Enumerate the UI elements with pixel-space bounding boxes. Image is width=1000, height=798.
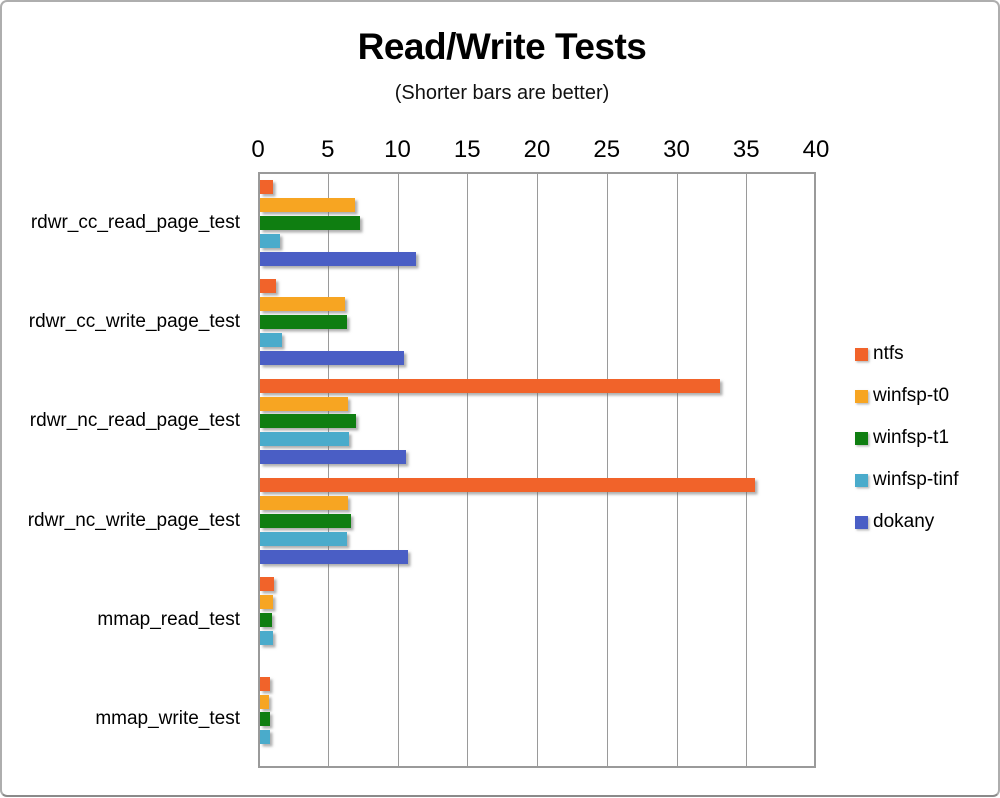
x-tick-label: 25 (593, 136, 621, 163)
bar-dokany-rdwr_cc_read_page_test (260, 251, 417, 266)
category-label-rdwr_nc_write_page_test: rdwr_nc_write_page_test (27, 509, 240, 531)
legend-item-dokany: dokany (855, 511, 959, 533)
legend-label-winfsp-t0: winfsp-t0 (873, 385, 950, 406)
gridline (467, 172, 469, 768)
legend-swatch-ntfs (855, 347, 868, 361)
bar-winfsp-t1-mmap_read_test (260, 613, 272, 628)
gridline (746, 172, 748, 768)
gridline (397, 172, 399, 768)
plot-border (814, 172, 816, 768)
x-tick-label: 5 (321, 136, 335, 163)
bar-winfsp-tinf-rdwr_cc_read_page_test (260, 233, 281, 248)
legend-label-winfsp-t1: winfsp-t1 (873, 427, 950, 448)
bar-dokany-rdwr_nc_write_page_test (260, 549, 408, 564)
legend-item-winfsp-t1: winfsp-t1 (855, 427, 959, 449)
bar-winfsp-t1-rdwr_cc_write_page_test (260, 315, 348, 330)
category-label-rdwr_cc_write_page_test: rdwr_cc_write_page_test (28, 311, 240, 333)
bar-winfsp-tinf-rdwr_nc_write_page_test (260, 531, 348, 546)
legend-label-winfsp-tinf: winfsp-tinf (873, 469, 959, 490)
gridline (676, 172, 678, 768)
legend-label-ntfs: ntfs (873, 343, 904, 364)
x-tick-label: 20 (523, 136, 551, 163)
bar-winfsp-t0-rdwr_nc_write_page_test (260, 495, 348, 510)
category-label-rdwr_cc_read_page_test: rdwr_cc_read_page_test (30, 211, 240, 233)
bar-winfsp-t0-rdwr_cc_read_page_test (260, 197, 355, 212)
bar-ntfs-mmap_write_test (260, 676, 270, 691)
legend-swatch-dokany (855, 515, 868, 529)
bar-winfsp-t0-mmap_write_test (260, 694, 270, 709)
legend-item-ntfs: ntfs (855, 343, 959, 365)
plot-border (258, 172, 260, 768)
x-tick-label: 15 (453, 136, 481, 163)
bar-winfsp-t1-mmap_write_test (260, 712, 270, 727)
legend-swatch-winfsp-t0 (855, 389, 868, 403)
bar-winfsp-t0-rdwr_cc_write_page_test (260, 297, 346, 312)
bar-dokany-rdwr_cc_write_page_test (260, 350, 404, 365)
plot-area (258, 172, 816, 768)
legend-label-dokany: dokany (873, 511, 935, 532)
bar-winfsp-t1-rdwr_cc_read_page_test (260, 215, 361, 230)
x-tick-label: 30 (663, 136, 690, 163)
x-tick-label: 10 (384, 136, 411, 163)
legend-swatch-winfsp-t1 (855, 431, 868, 445)
category-label-rdwr_nc_read_page_test: rdwr_nc_read_page_test (29, 410, 240, 432)
x-tick-label: 0 (251, 136, 265, 163)
bar-ntfs-rdwr_cc_read_page_test (260, 180, 273, 194)
x-tick-label: 35 (732, 136, 760, 163)
legend: ntfs winfsp-t0 winfsp-t1 winfsp-tinf dokany (855, 343, 959, 553)
category-label-mmap_write_test: mmap_write_test (95, 708, 240, 730)
legend-item-winfsp-tinf: winfsp-tinf (855, 469, 959, 491)
gridline (606, 172, 608, 768)
bar-winfsp-tinf-rdwr_cc_write_page_test (260, 333, 283, 348)
bar-winfsp-t1-rdwr_nc_read_page_test (260, 414, 357, 429)
gridline (537, 172, 538, 768)
chart-subtitle: (Shorter bars are better) (394, 82, 610, 104)
legend-item-winfsp-t0: winfsp-t0 (855, 385, 959, 407)
bar-winfsp-tinf-mmap_read_test (260, 631, 274, 646)
bar-winfsp-t1-rdwr_nc_write_page_test (260, 513, 351, 528)
gridline (327, 172, 329, 768)
bar-winfsp-t0-mmap_read_test (260, 595, 274, 610)
bar-ntfs-rdwr_nc_read_page_test (260, 378, 721, 393)
bar-dokany-rdwr_nc_read_page_test (260, 450, 407, 465)
bar-winfsp-t0-rdwr_nc_read_page_test (260, 396, 348, 411)
bar-winfsp-tinf-rdwr_nc_read_page_test (260, 432, 350, 447)
category-label-mmap_read_test: mmap_read_test (97, 609, 240, 631)
x-tick-label: 40 (802, 136, 830, 163)
bar-ntfs-mmap_read_test (260, 577, 274, 592)
bar-ntfs-rdwr_nc_write_page_test (260, 478, 756, 492)
legend-swatch-winfsp-tinf (855, 473, 868, 487)
bar-winfsp-tinf-mmap_write_test (260, 730, 270, 745)
bar-ntfs-rdwr_cc_write_page_test (260, 279, 277, 294)
chart-title: Read/Write Tests (357, 26, 647, 67)
